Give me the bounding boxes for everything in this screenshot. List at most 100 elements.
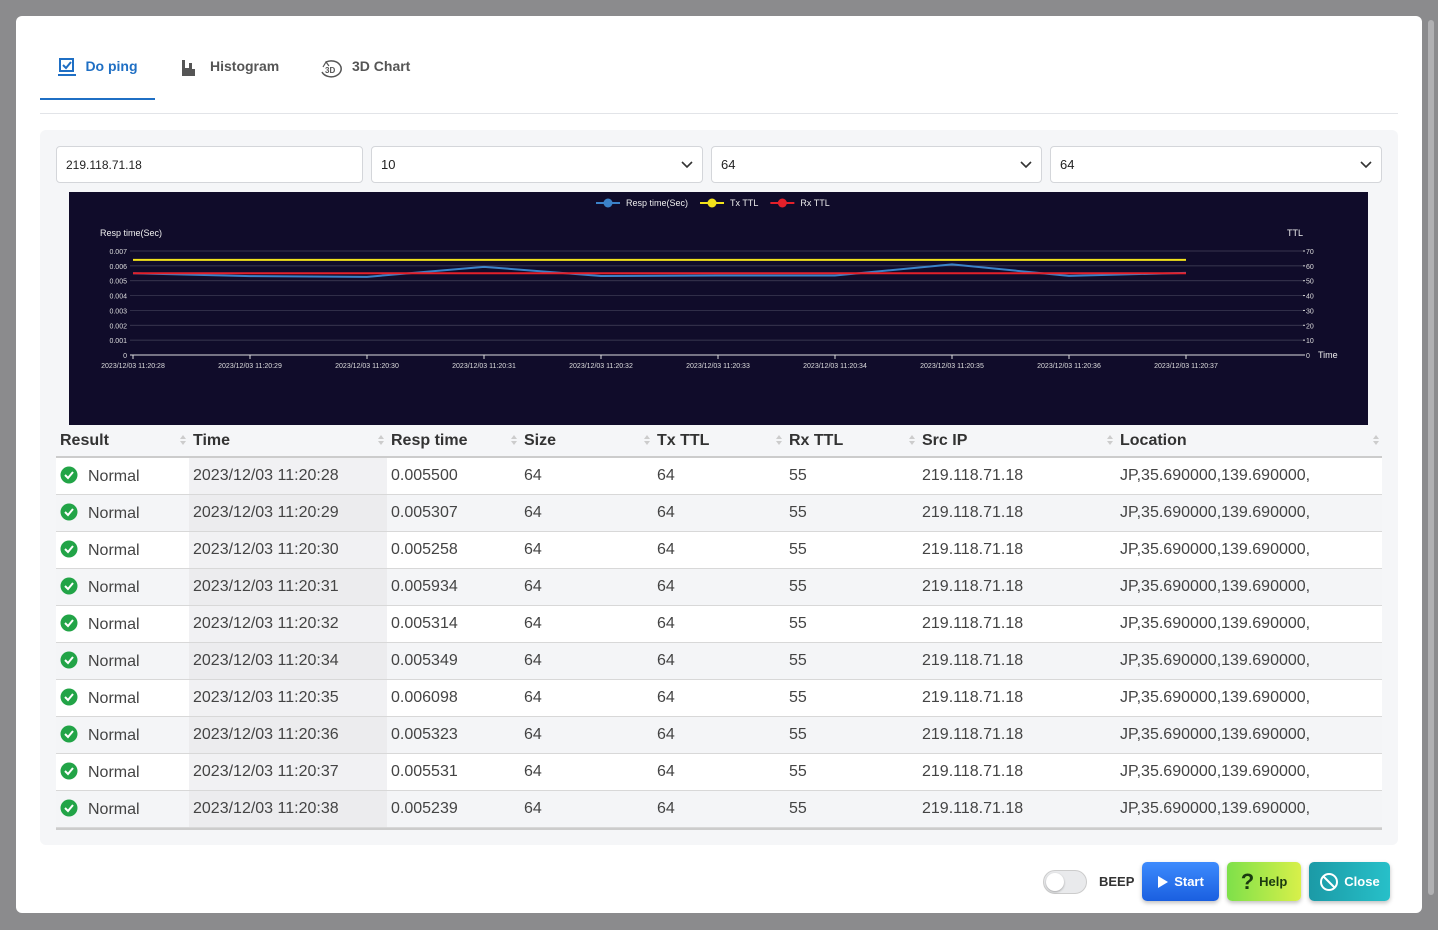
legend-marker — [777, 198, 787, 208]
table-cell: Normal — [56, 531, 189, 569]
table-cell: 2023/12/03 11:20:30 — [189, 531, 387, 569]
cell-text: 0.005934 — [391, 578, 458, 595]
legend: Resp time(Sec) Tx TTL Rx TTL — [596, 198, 830, 208]
legend-label: Rx TTL — [800, 198, 829, 208]
tab[interactable]: Histogram — [180, 58, 290, 98]
table-cell: 55 — [785, 605, 918, 643]
ok-icon — [60, 503, 78, 521]
cell-text: 55 — [789, 763, 807, 780]
cell-text: 0.005323 — [391, 726, 458, 743]
cell-text: 64 — [524, 467, 542, 484]
cell-text: Normal — [88, 690, 140, 707]
play-icon — [1158, 875, 1169, 888]
cell-text: 0.005307 — [391, 504, 458, 521]
target-input[interactable]: 219.118.71.18 — [56, 146, 363, 183]
scrollbar — [1428, 20, 1434, 895]
table-cell: 0.005323 — [387, 716, 520, 754]
table-cell: 0.005307 — [387, 494, 520, 532]
column-header[interactable]: Time — [189, 426, 387, 458]
table-cell: 55 — [785, 568, 918, 606]
cell-text: Normal — [88, 542, 140, 559]
tab[interactable]: Do ping — [40, 58, 155, 100]
x-tick-label: 2023/12/03 11:20:32 — [569, 363, 633, 370]
table-cell: 219.118.71.18 — [918, 679, 1116, 717]
cell-text: 64 — [524, 800, 542, 817]
column-header[interactable]: Location — [1116, 426, 1382, 458]
close-button[interactable]: Close — [1309, 862, 1390, 901]
table-cell: 64 — [653, 753, 785, 791]
table-cell: 2023/12/03 11:20:32 — [189, 605, 387, 643]
cell-text: Normal — [88, 801, 140, 818]
chart-background — [69, 192, 1368, 425]
button-label: Start — [1174, 874, 1204, 889]
column-header[interactable]: Size — [520, 426, 653, 458]
cell-text: 55 — [789, 652, 807, 669]
tab[interactable]: 3D 3D Chart — [318, 58, 428, 98]
cell-text: 55 — [789, 504, 807, 521]
beep-label: BEEP — [1099, 874, 1135, 889]
cell-text: 55 — [789, 800, 807, 817]
table-cell: 55 — [785, 716, 918, 754]
cell-text: 2023/12/03 11:20:38 — [193, 800, 339, 817]
cell-text: 2023/12/03 11:20:36 — [193, 726, 339, 743]
y-tick-label: 0.001 — [109, 338, 127, 345]
y2-tick-label: 60 — [1306, 264, 1314, 271]
table-cell: 64 — [653, 531, 785, 569]
tab-label: Do ping — [85, 58, 138, 74]
table-cell: 64 — [653, 457, 785, 495]
cell-text: JP,35.690000,139.690000, — [1120, 541, 1311, 558]
cell-text: 0.006098 — [391, 689, 458, 706]
cell-text: 2023/12/03 11:20:30 — [193, 541, 339, 558]
size-select[interactable]: 64 — [1050, 146, 1382, 183]
cell-text: Normal — [88, 579, 140, 596]
cell-text: 219.118.71.18 — [922, 504, 1024, 521]
table-cell: 219.118.71.18 — [918, 790, 1116, 828]
start-button[interactable]: Start — [1142, 862, 1219, 901]
column-header[interactable]: Result — [56, 426, 189, 458]
table-cell: 2023/12/03 11:20:31 — [189, 568, 387, 606]
column-header[interactable]: Src IP — [918, 426, 1116, 458]
tx-ttl-select[interactable]: 64 — [711, 146, 1042, 183]
cell-text: JP,35.690000,139.690000, — [1120, 763, 1311, 780]
x-tick-label: 2023/12/03 11:20:29 — [218, 363, 282, 370]
cell-text: 2023/12/03 11:20:29 — [193, 504, 339, 521]
y-tick-label: 0.002 — [109, 323, 127, 330]
table-cell: Normal — [56, 605, 189, 643]
cell-text: 64 — [657, 689, 675, 706]
beep-toggle[interactable] — [1043, 870, 1087, 894]
column-header[interactable]: Rx TTL — [785, 426, 918, 458]
table-cell: 219.118.71.18 — [918, 642, 1116, 680]
cell-text: 2023/12/03 11:20:32 — [193, 615, 339, 632]
table-cell: 0.005531 — [387, 753, 520, 791]
count-select[interactable]: 10 — [371, 146, 703, 183]
cell-text: Normal — [88, 764, 140, 781]
button-label: Help — [1259, 874, 1288, 889]
table-row: Normal 2023/12/03 11:20:36 0.005323 64 64 55 2… — [56, 716, 1382, 754]
cell-text: Normal — [88, 616, 140, 633]
table-cell: 55 — [785, 494, 918, 532]
chevron — [1360, 160, 1372, 168]
table-row: Normal 2023/12/03 11:20:30 0.005258 64 64 55 2… — [56, 531, 1382, 569]
cell-text: 2023/12/03 11:20:34 — [193, 652, 339, 669]
column-header[interactable]: Tx TTL — [653, 426, 785, 458]
table-cell: JP,35.690000,139.690000, — [1116, 753, 1382, 791]
svg-text:3D: 3D — [325, 66, 335, 75]
table-cell: JP,35.690000,139.690000, — [1116, 494, 1382, 532]
table-cell: 0.005258 — [387, 531, 520, 569]
cell-text: 64 — [657, 541, 675, 558]
table-cell: 55 — [785, 531, 918, 569]
table-cell: 2023/12/03 11:20:38 — [189, 790, 387, 828]
cell-text: 2023/12/03 11:20:28 — [193, 467, 339, 484]
cell-text: JP,35.690000,139.690000, — [1120, 689, 1311, 706]
cell-text: 64 — [657, 652, 675, 669]
cell-text: 55 — [789, 541, 807, 558]
table-cell: 64 — [653, 642, 785, 680]
help-button[interactable]: ? Help — [1227, 862, 1301, 901]
column-header[interactable]: Resp time — [387, 426, 520, 458]
table-cell: Normal — [56, 790, 189, 828]
ok-icon — [60, 466, 78, 484]
tab-label: 3D Chart — [352, 58, 411, 74]
x-tick-label: 2023/12/03 11:20:28 — [101, 363, 165, 370]
table-cell: 2023/12/03 11:20:36 — [189, 716, 387, 754]
x-tick-label: 2023/12/03 11:20:36 — [1037, 363, 1101, 370]
